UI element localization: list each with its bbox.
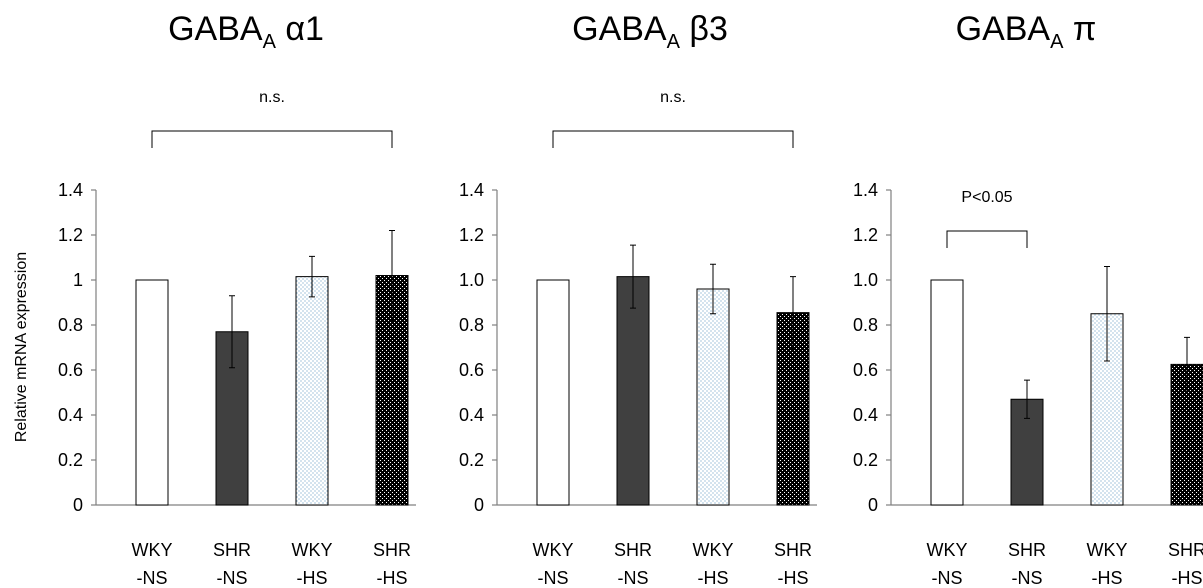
y-tick-label: 1.4: [459, 180, 484, 200]
x-tick-label: -HS: [1092, 568, 1123, 588]
x-tick-label: -HS: [698, 568, 729, 588]
bar-wkyhs: [295, 276, 329, 506]
chart-panel-3: GABAA π 0 0.2 0.4 0.6 0.8 1.0 1.2 1.4 WKY -NS SHR -N…: [853, 10, 1203, 588]
y-axis-label: Relative mRNA expression: [13, 252, 30, 442]
x-tick-label: -HS: [377, 568, 408, 588]
significance-bracket: [946, 230, 1028, 248]
y-tick-label: 1.2: [459, 225, 484, 245]
x-tick-label: SHR: [213, 540, 251, 560]
chart-title: GABAA α1: [168, 10, 324, 53]
y-tick-label: 1.0: [459, 270, 484, 290]
x-tick-label: -NS: [1012, 568, 1043, 588]
x-tick-label: WKY: [926, 540, 967, 560]
bar-wkyhs: [696, 288, 730, 506]
significance-label: n.s.: [660, 89, 686, 106]
bar-wkyns: [930, 279, 964, 506]
x-tick-label: WKY: [131, 540, 172, 560]
y-tick-label: 0: [474, 495, 484, 515]
y-tick-label: 0.6: [58, 360, 83, 380]
bar-wkyns: [536, 279, 570, 506]
significance-label: P<0.05: [961, 189, 1012, 206]
y-tick-label: 0: [868, 495, 878, 515]
x-tick-label: -NS: [538, 568, 569, 588]
y-tick-label: 0.2: [58, 450, 83, 470]
chart-panel-2: GABAA β3 0 0.2 0.4 0.6 0.8 1.0 1.2 1.4 WKY -NS SHR -…: [459, 10, 817, 588]
y-tick-label: 1.4: [58, 180, 83, 200]
y-tick-label: 1.2: [58, 225, 83, 245]
x-tick-label: WKY: [532, 540, 573, 560]
significance-bracket: [552, 130, 794, 148]
y-tick-label: 0.6: [459, 360, 484, 380]
significance-bracket: [151, 130, 393, 148]
x-tick-label: -HS: [297, 568, 328, 588]
y-tick-label: 1: [73, 270, 83, 290]
chart-title: GABAA β3: [572, 10, 728, 53]
y-tick-label: 0.4: [58, 405, 83, 425]
x-tick-label: -HS: [778, 568, 809, 588]
y-tick-label: 0.8: [459, 315, 484, 335]
y-tick-label: 0.2: [459, 450, 484, 470]
y-tick-label: 0: [73, 495, 83, 515]
y-tick-label: 1.0: [853, 270, 878, 290]
y-tick-label: 1.2: [853, 225, 878, 245]
x-tick-label: SHR: [1168, 540, 1203, 560]
y-tick-label: 0.2: [853, 450, 878, 470]
y-tick-label: 1.4: [853, 180, 878, 200]
chart-title: GABAA π: [956, 10, 1097, 53]
x-tick-label: -NS: [932, 568, 963, 588]
significance-label: n.s.: [259, 89, 285, 106]
x-tick-label: SHR: [774, 540, 812, 560]
x-tick-label: WKY: [291, 540, 332, 560]
x-tick-label: -NS: [217, 568, 248, 588]
x-tick-label: -HS: [1172, 568, 1203, 588]
y-tick-label: 0.8: [853, 315, 878, 335]
y-tick-label: 0.8: [58, 315, 83, 335]
x-tick-label: SHR: [1008, 540, 1046, 560]
y-tick-label: 0.4: [853, 405, 878, 425]
x-tick-label: -NS: [137, 568, 168, 588]
bar-shrns: [616, 276, 650, 506]
x-tick-label: SHR: [614, 540, 652, 560]
bar-wkyns: [135, 279, 169, 506]
x-tick-label: WKY: [1086, 540, 1127, 560]
chart-panel-1: GABAA α1 0 0.2 0.4 0.6 0.8 1 1.2 1.4 WKY -NS SHR -NS…: [58, 10, 416, 588]
x-tick-label: SHR: [373, 540, 411, 560]
y-tick-label: 0.4: [459, 405, 484, 425]
x-tick-label: -NS: [618, 568, 649, 588]
x-tick-label: WKY: [692, 540, 733, 560]
y-tick-label: 0.6: [853, 360, 878, 380]
